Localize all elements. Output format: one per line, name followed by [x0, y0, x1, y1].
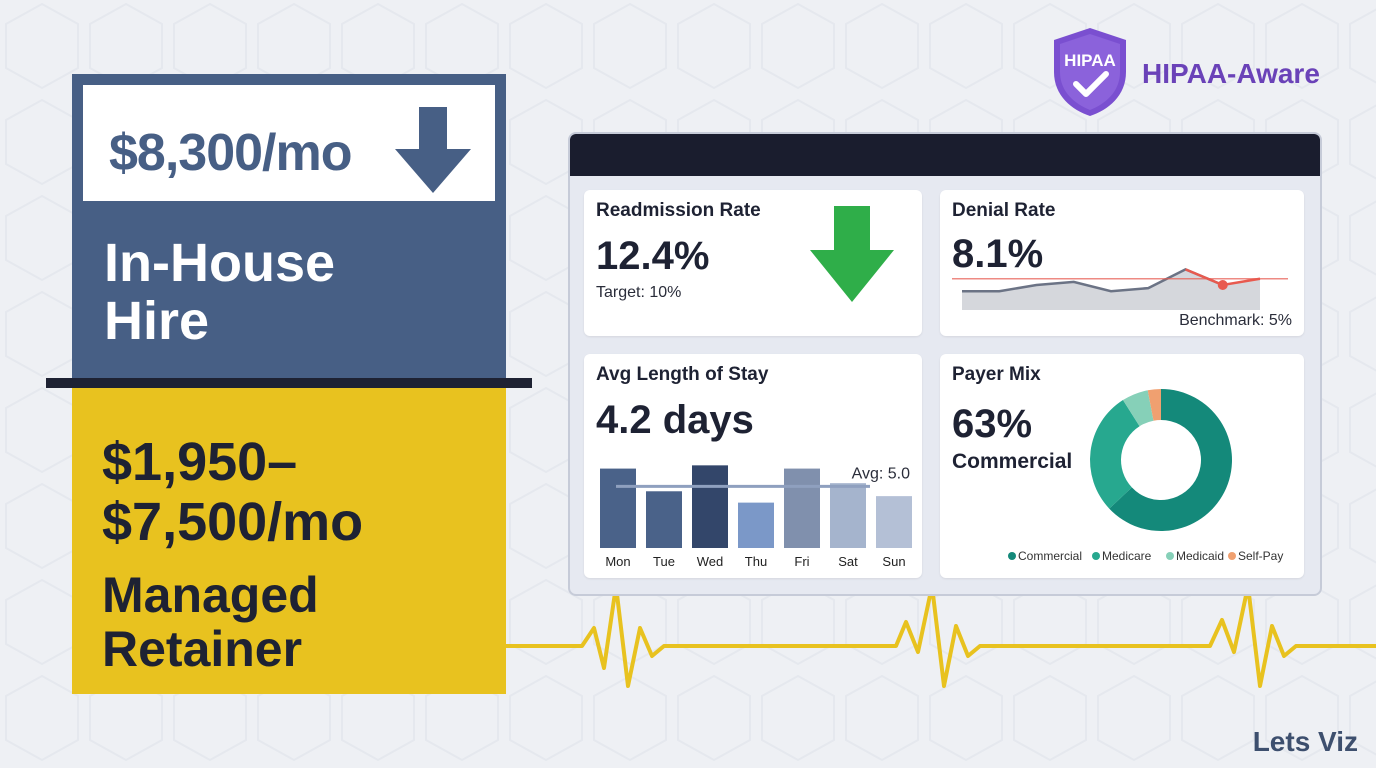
- inhouse-label: In-House Hire: [104, 234, 484, 350]
- dashboard-titlebar: [570, 134, 1320, 176]
- down-arrow-icon: [395, 107, 471, 193]
- inhouse-label-line2: Hire: [104, 291, 210, 351]
- payer-legend-label: Self-Pay: [1238, 549, 1283, 563]
- payer-legend-marker: [1228, 552, 1236, 560]
- inhouse-price: $8,300/mo: [109, 124, 352, 182]
- brand-footer: Lets Viz: [1252, 726, 1358, 757]
- payer-legend-marker: [1008, 552, 1016, 560]
- denial-benchmark: Benchmark: 5%: [1179, 312, 1292, 329]
- green-down-arrow-icon: [810, 206, 894, 302]
- payer-legend-label: Medicare: [1102, 549, 1152, 563]
- retainer-price-line2: $7,500/mo: [102, 492, 364, 552]
- denial-area: [962, 269, 1260, 310]
- los-bar: [692, 465, 728, 548]
- payer-mix-card: Payer Mix 63% Commercial Commercial Medic…: [940, 354, 1304, 578]
- managed-retainer-panel: $1,950– $7,500/mo Managed Retainer: [72, 388, 506, 694]
- payer-title: Payer Mix: [952, 364, 1041, 385]
- retainer-price: $1,950– $7,500/mo: [102, 432, 502, 552]
- denial-sparkline-chart: [952, 267, 1288, 310]
- inhouse-label-line1: In-House: [104, 233, 336, 293]
- payer-legend-label: Commercial: [1018, 549, 1082, 563]
- los-tick-label: Thu: [745, 554, 767, 569]
- denial-value: 8.1%: [952, 232, 1044, 276]
- hipaa-shield-text: HIPAA: [1064, 51, 1116, 70]
- los-tick-label: Mon: [605, 554, 630, 569]
- los-tick-label: Wed: [697, 554, 724, 569]
- los-bar: [600, 468, 636, 548]
- los-bar: [830, 483, 866, 548]
- los-tick-label: Sun: [882, 554, 905, 569]
- payer-value: 63%: [952, 402, 1033, 446]
- retainer-label-line1: Managed: [102, 567, 319, 623]
- los-title: Avg Length of Stay: [596, 364, 769, 385]
- retainer-price-line1: $1,950–: [102, 432, 298, 492]
- readmission-value: 12.4%: [596, 234, 710, 278]
- los-bar: [646, 491, 682, 548]
- payer-slice: [1109, 389, 1232, 531]
- payer-value-label: Commercial: [952, 450, 1073, 473]
- los-bar: [784, 468, 820, 548]
- payer-legend-marker: [1092, 552, 1100, 560]
- los-tick-label: Fri: [794, 554, 809, 569]
- readmission-card: Readmission Rate 12.4% Target: 10%: [584, 190, 922, 336]
- payer-legend-marker: [1166, 552, 1174, 560]
- payer-donut-chart: Commercial Medicare Medicaid Self-Pay: [1008, 389, 1283, 563]
- los-bar: [876, 496, 912, 548]
- los-tick-label: Sat: [838, 554, 858, 569]
- denial-title: Denial Rate: [952, 200, 1056, 221]
- denial-card: Denial Rate 8.1% Benchmark: 5%: [940, 190, 1304, 336]
- inhouse-hire-panel: $8,300/mo In-House Hire: [72, 74, 506, 380]
- denial-current-point: [1217, 280, 1228, 290]
- length-of-stay-card: Avg Length of Stay 4.2 days Mon Tue Wed Thu…: [584, 354, 922, 578]
- los-bar: [738, 502, 774, 548]
- payer-slice: [1122, 390, 1154, 427]
- payer-slice: [1090, 400, 1140, 509]
- panel-divider: [46, 378, 532, 388]
- los-value: 4.2 days: [596, 398, 754, 442]
- hipaa-shield-icon: HIPAA: [1054, 28, 1126, 116]
- dashboard-window: Readmission Rate 12.4% Target: 10% Denia…: [568, 132, 1322, 596]
- retainer-label: Managed Retainer: [102, 568, 502, 676]
- hipaa-aware-label: HIPAA-Aware: [1142, 58, 1320, 89]
- payer-legend-label: Medicaid: [1176, 549, 1224, 563]
- los-average-label: Avg: 5.0: [852, 465, 911, 482]
- los-bar-chart: Mon Tue Wed Thu Fri Sat Sun Avg: 5.0: [600, 465, 912, 569]
- los-tick-label: Tue: [653, 554, 675, 569]
- retainer-label-line2: Retainer: [102, 621, 303, 677]
- readmission-target: Target: 10%: [596, 284, 682, 301]
- inhouse-price-box: $8,300/mo: [80, 82, 498, 204]
- payer-slice: [1147, 389, 1161, 421]
- denial-line: [962, 267, 1224, 293]
- readmission-title: Readmission Rate: [596, 200, 761, 221]
